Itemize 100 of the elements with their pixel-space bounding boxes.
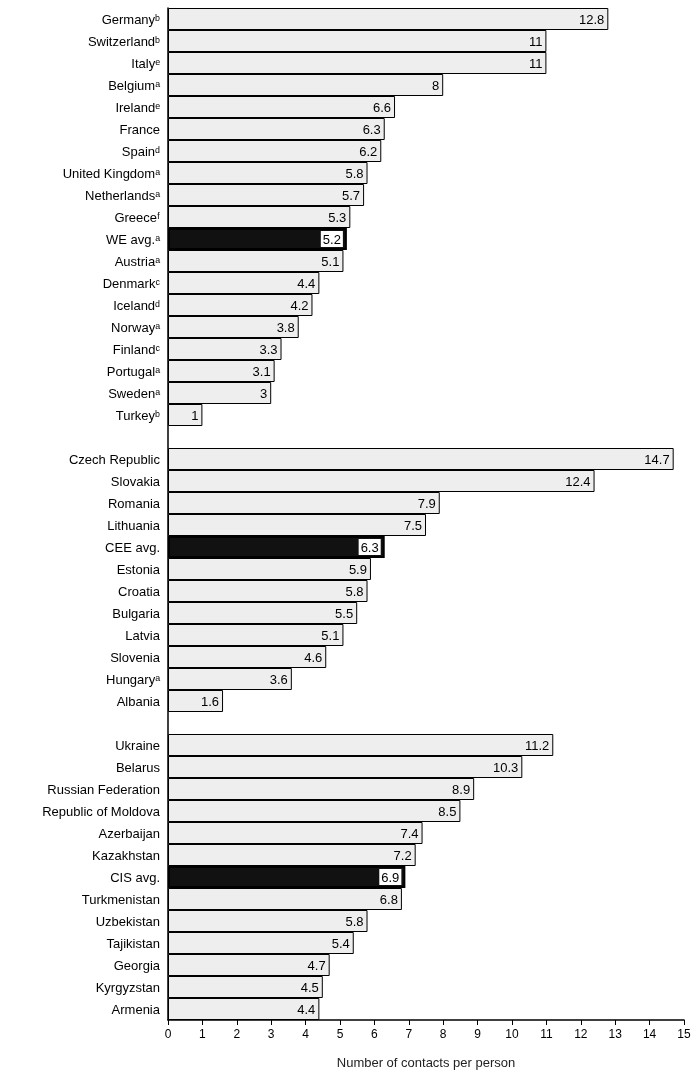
y-tick-label: Estonia xyxy=(116,561,161,577)
y-tick-label: Tajikistan xyxy=(106,935,160,951)
y-tick-label: Croatia xyxy=(118,583,161,599)
y-tick-label: Ukraine xyxy=(115,737,160,753)
data-label: 6.2 xyxy=(359,143,378,159)
y-tick-label: Lithuania xyxy=(107,517,161,533)
x-tick-label: 0 xyxy=(164,1027,172,1041)
x-tick-label: 6 xyxy=(371,1027,379,1041)
y-tick-label: Turkeyᵇ xyxy=(115,407,161,423)
data-label: 5.9 xyxy=(348,561,367,577)
y-tick-label: Republic of Moldova xyxy=(42,803,161,819)
data-label: 4.6 xyxy=(304,649,323,665)
x-tick-label: 4 xyxy=(302,1027,310,1041)
data-label: 7.9 xyxy=(417,495,436,511)
data-label: 6.3 xyxy=(362,121,381,137)
x-tick-label: 8 xyxy=(439,1027,447,1041)
y-tick-label: Czech Republic xyxy=(68,451,161,467)
data-label: 14.7 xyxy=(644,451,670,467)
data-label: 5.1 xyxy=(321,627,340,643)
x-tick-label: 13 xyxy=(608,1027,623,1041)
data-label: 7.5 xyxy=(403,517,422,533)
y-tick-label: Swedenᵃ xyxy=(108,385,161,401)
y-tick-label: Norwayᵃ xyxy=(111,319,161,335)
x-tick-label: 5 xyxy=(336,1027,344,1041)
data-label: 12.8 xyxy=(579,11,605,27)
y-tick-label: Finlandᶜ xyxy=(112,341,161,357)
y-tick-label: CEE avg. xyxy=(105,539,160,555)
data-label: 4.4 xyxy=(297,275,316,291)
y-tick-label: Greeceᶠ xyxy=(114,209,161,225)
data-label: 6.8 xyxy=(379,891,398,907)
y-tick-label: Austriaᵃ xyxy=(114,253,161,269)
y-tick-label: Belarus xyxy=(115,759,161,775)
x-axis-title: Number of contacts per person xyxy=(336,1055,516,1070)
x-tick-label: 14 xyxy=(642,1027,657,1041)
y-tick-label: Kazakhstan xyxy=(92,847,160,863)
data-label: 8.9 xyxy=(452,781,471,797)
data-label: 5.8 xyxy=(345,165,364,181)
data-label: 4.7 xyxy=(307,957,326,973)
data-label: 5.3 xyxy=(328,209,347,225)
x-tick-label: 12 xyxy=(574,1027,588,1041)
data-label: 11 xyxy=(528,55,543,71)
data-label: 5.8 xyxy=(345,583,364,599)
y-tick-label: Azerbaijan xyxy=(98,825,160,841)
data-label: 5.8 xyxy=(345,913,364,929)
data-label: 1.6 xyxy=(200,693,220,709)
y-tick-label: Georgia xyxy=(113,957,161,973)
x-tick-label: 2 xyxy=(233,1027,241,1041)
data-label: 8 xyxy=(431,77,440,93)
data-label: 6.9 xyxy=(381,869,400,885)
y-tick-label: Russian Federation xyxy=(47,781,160,797)
data-label: 3.1 xyxy=(252,363,271,379)
y-tick-label: Portugalᵃ xyxy=(106,363,161,379)
y-tick-label: Spainᵈ xyxy=(121,143,161,159)
data-label: 11 xyxy=(528,33,543,49)
data-label: 3.3 xyxy=(259,341,278,357)
data-label: 3.6 xyxy=(269,671,288,687)
x-tick-label: 3 xyxy=(267,1027,275,1041)
y-tick-label: CIS avg. xyxy=(110,869,160,885)
x-tick-label: 9 xyxy=(474,1027,482,1041)
y-tick-label: France xyxy=(119,121,160,137)
y-tick-label: Switzerlandᵇ xyxy=(87,33,161,49)
data-label: 4.5 xyxy=(300,979,319,995)
y-tick-label: Denmarkᶜ xyxy=(102,275,161,291)
data-label: 5.1 xyxy=(321,253,340,269)
data-label: 7.2 xyxy=(393,847,412,863)
y-tick-label: WE avg.ᵃ xyxy=(106,231,161,247)
y-tick-label: United Kingdomᵃ xyxy=(62,165,161,181)
data-label: 7.4 xyxy=(400,825,419,841)
data-label: 3.8 xyxy=(276,319,295,335)
data-label: 5.5 xyxy=(335,605,354,621)
x-tick-label: 10 xyxy=(505,1027,519,1041)
y-tick-label: Hungaryᵃ xyxy=(106,671,161,687)
data-label: 6.6 xyxy=(372,99,392,115)
y-tick-label: Netherlandsᵃ xyxy=(85,187,161,203)
y-tick-label: Kyrgyzstan xyxy=(95,979,160,995)
data-label: 5.7 xyxy=(342,187,361,203)
y-tick-label: Turkmenistan xyxy=(81,891,160,907)
y-tick-label: Germanyᵇ xyxy=(101,11,161,27)
y-tick-label: Belgiumᵃ xyxy=(108,77,161,93)
data-label: 12.4 xyxy=(565,473,591,489)
data-label: 10.3 xyxy=(493,759,519,775)
data-label: 4.4 xyxy=(297,1001,316,1017)
x-tick-label: 15 xyxy=(677,1027,691,1041)
y-tick-label: Slovenia xyxy=(110,649,161,665)
data-label: 1 xyxy=(191,407,199,423)
y-tick-label: Bulgaria xyxy=(112,605,161,621)
data-label: 8.5 xyxy=(438,803,457,819)
data-label: 5.2 xyxy=(322,231,341,247)
y-tick-label: Albania xyxy=(116,693,161,709)
y-tick-label: Slovakia xyxy=(110,473,161,489)
x-tick-label: 11 xyxy=(540,1027,553,1041)
x-tick-label: 7 xyxy=(405,1027,413,1041)
y-tick-label: Armenia xyxy=(111,1001,161,1017)
y-tick-label: Latvia xyxy=(125,627,161,643)
y-tick-label: Irelandᵉ xyxy=(115,99,161,115)
data-label: 5.4 xyxy=(331,935,350,951)
data-label: 11.2 xyxy=(524,737,550,753)
data-label: 3 xyxy=(259,385,268,401)
data-label: 6.3 xyxy=(360,539,379,555)
y-tick-label: Italyᵉ xyxy=(131,55,161,71)
